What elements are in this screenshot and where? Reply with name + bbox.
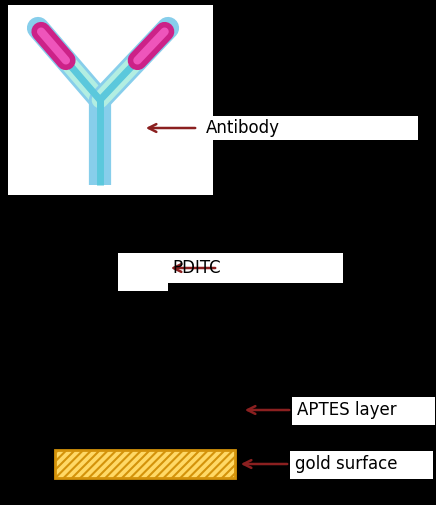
- Bar: [118, 253, 168, 291]
- Bar: [198, 116, 418, 140]
- Text: Antibody: Antibody: [206, 119, 280, 137]
- Bar: [292, 397, 435, 425]
- Bar: [290, 451, 433, 479]
- Text: PDITC: PDITC: [172, 259, 221, 277]
- Text: gold surface: gold surface: [295, 455, 398, 473]
- Bar: [55, 450, 235, 478]
- Text: APTES layer: APTES layer: [297, 401, 397, 419]
- Bar: [168, 253, 343, 283]
- Bar: [8, 5, 213, 195]
